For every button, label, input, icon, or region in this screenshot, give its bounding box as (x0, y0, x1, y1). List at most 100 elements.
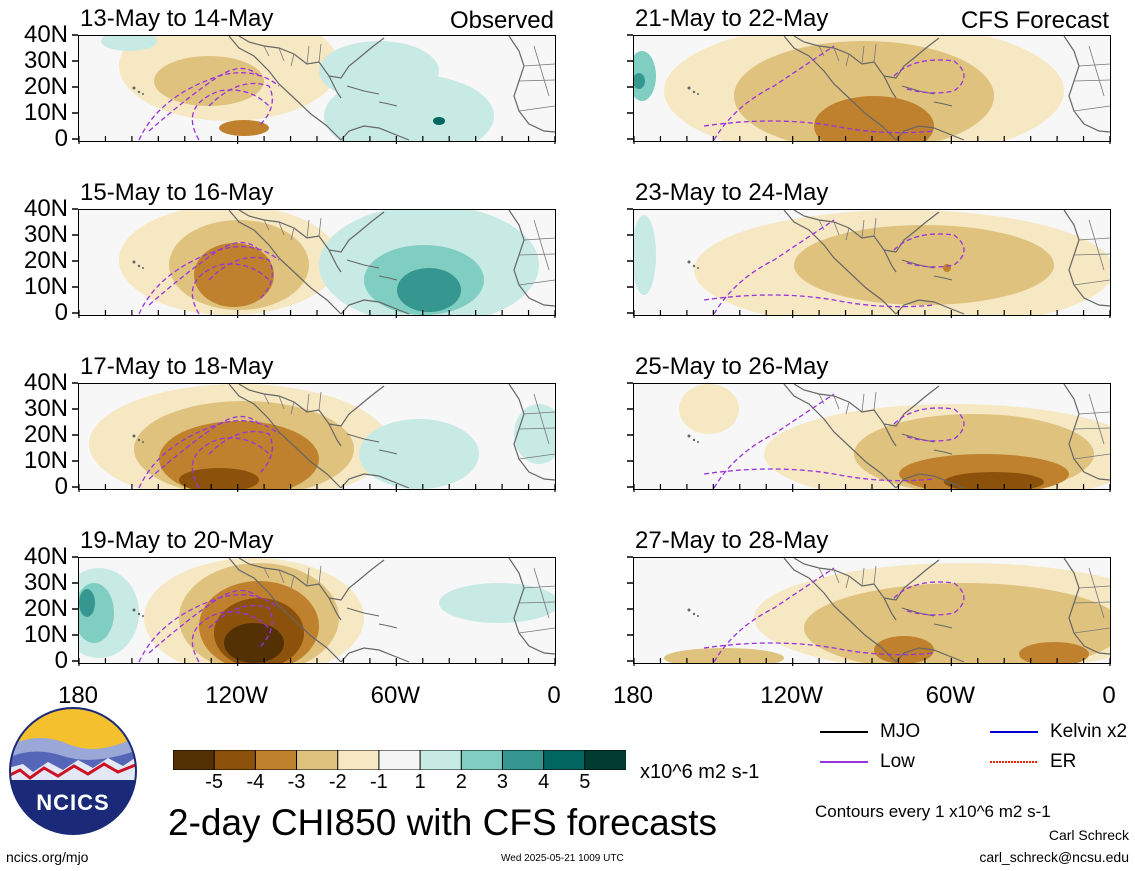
axis-ticks (627, 34, 633, 140)
panel-title: 13-May to 14-May (80, 5, 274, 32)
axis-ticks (72, 208, 78, 314)
legend-line-mjo (820, 731, 868, 733)
colorbar-tick-label: -4 (246, 771, 265, 793)
legend-line-low (820, 761, 868, 763)
lon-ticks (78, 658, 556, 666)
lon-tick-label: 60W (925, 682, 975, 709)
lon-ticks (633, 658, 1111, 666)
lat-tick-label: 30N (23, 569, 68, 596)
lon-ticks (633, 484, 1111, 492)
colorbar-tick-label: 5 (579, 771, 591, 793)
colorbar-swatch (213, 749, 257, 771)
lon-tick-label: 180 (612, 682, 654, 709)
author: Carl Schreck (1048, 827, 1129, 843)
lat-tick-label: 30N (23, 221, 68, 248)
panel-title: 19-May to 20-May (80, 527, 274, 554)
legend-line-er (990, 761, 1038, 763)
panel-source-tag: CFS Forecast (960, 7, 1109, 34)
chi850-map (633, 557, 1111, 664)
chi850-map (633, 209, 1111, 316)
legend-label: Kelvin x2 (1050, 721, 1128, 742)
legend-label: Low (880, 751, 915, 772)
axis-ticks (72, 382, 78, 488)
colorbar-tick-label: -1 (370, 771, 388, 793)
lat-tick-label: 0 (54, 125, 68, 152)
lon-tick-label: 0 (1102, 682, 1116, 709)
axis-ticks (627, 556, 633, 662)
lon-tick-label: 120W (760, 682, 823, 709)
legend-line-kelvin-x2 (990, 731, 1038, 733)
colorbar-swatch (254, 749, 298, 771)
contours-note: Contours every 1 x10^6 m2 s-1 (815, 802, 1051, 821)
lon-ticks (78, 136, 556, 144)
lat-tick-label: 30N (23, 395, 68, 422)
chi850-map (633, 35, 1111, 142)
colorbar-swatch (543, 749, 586, 771)
colorbar-tick-label: 3 (496, 771, 509, 793)
axis-ticks (627, 208, 633, 314)
lat-tick-label: 40N (23, 195, 68, 222)
lon-ticks (633, 136, 1111, 144)
colorbar-tick-label: 2 (455, 771, 467, 793)
lat-tick-label: 20N (23, 595, 68, 622)
timestamp: Wed 2025-05-21 1009 UTC (501, 853, 624, 864)
panel-title: 23-May to 24-May (635, 179, 829, 206)
colorbar-tick-label: -2 (328, 771, 347, 793)
axis-ticks (72, 556, 78, 662)
legend-label: MJO (880, 721, 921, 742)
lat-tick-label: 10N (23, 621, 68, 648)
lon-tick-label: 120W (205, 682, 268, 709)
logo-text: NCICS (36, 790, 110, 815)
lat-tick-label: 40N (23, 21, 68, 48)
lat-tick-label: 0 (54, 473, 68, 500)
lat-tick-label: 10N (23, 273, 68, 300)
colorbar-swatch (337, 749, 380, 771)
panel-title: 21-May to 22-May (635, 5, 829, 32)
colorbar-swatch (460, 749, 504, 771)
lat-tick-label: 30N (23, 47, 68, 74)
lat-tick-label: 0 (54, 299, 68, 326)
colorbar-tick-label: 1 (414, 771, 426, 793)
chi850-map (78, 557, 556, 664)
email: carl_schreck@ncsu.edu (979, 849, 1129, 865)
figure-title: 2-day CHI850 with CFS forecasts (168, 802, 718, 843)
chi850-map (78, 35, 556, 142)
panel-title: 15-May to 16-May (80, 179, 274, 206)
colorbar-units: x10^6 m2 s-1 (640, 761, 760, 783)
axis-ticks (72, 34, 78, 140)
panel-title: 27-May to 28-May (635, 527, 829, 554)
colorbar-tick-label: -3 (287, 771, 306, 793)
website-link[interactable]: ncics.org/mjo (6, 849, 89, 865)
lat-tick-label: 20N (23, 73, 68, 100)
lon-ticks (78, 484, 556, 492)
colorbar-swatch (172, 749, 216, 771)
lon-tick-label: 180 (57, 682, 99, 709)
lon-tick-label: 60W (370, 682, 420, 709)
lat-tick-label: 10N (23, 447, 68, 474)
colorbar-swatch (296, 749, 339, 771)
lat-tick-label: 20N (23, 247, 68, 274)
chi850-map (78, 383, 556, 490)
colorbar-swatches (172, 749, 627, 771)
lat-tick-label: 40N (23, 543, 68, 570)
axis-ticks (627, 382, 633, 488)
panel-source-tag: Observed (449, 7, 554, 34)
colorbar-swatch (378, 749, 422, 771)
ncics-logo: NCICS (8, 706, 138, 836)
chi850-map (78, 209, 556, 316)
colorbar-swatch (419, 749, 463, 771)
colorbar-swatch (501, 749, 545, 771)
panel-title: 25-May to 26-May (635, 353, 829, 380)
lat-tick-label: 20N (23, 421, 68, 448)
lat-tick-label: 40N (23, 369, 68, 396)
panel-title: 17-May to 18-May (80, 353, 274, 380)
chi850-map (633, 383, 1111, 490)
lon-tick-label: 0 (547, 682, 561, 709)
lat-tick-label: 0 (54, 647, 68, 674)
colorbar-tick-label: 4 (538, 771, 550, 793)
lat-tick-label: 10N (23, 99, 68, 126)
lon-ticks (633, 310, 1111, 318)
legend-label: ER (1050, 751, 1077, 772)
colorbar-tick-label: -5 (205, 771, 224, 793)
colorbar (172, 749, 627, 771)
